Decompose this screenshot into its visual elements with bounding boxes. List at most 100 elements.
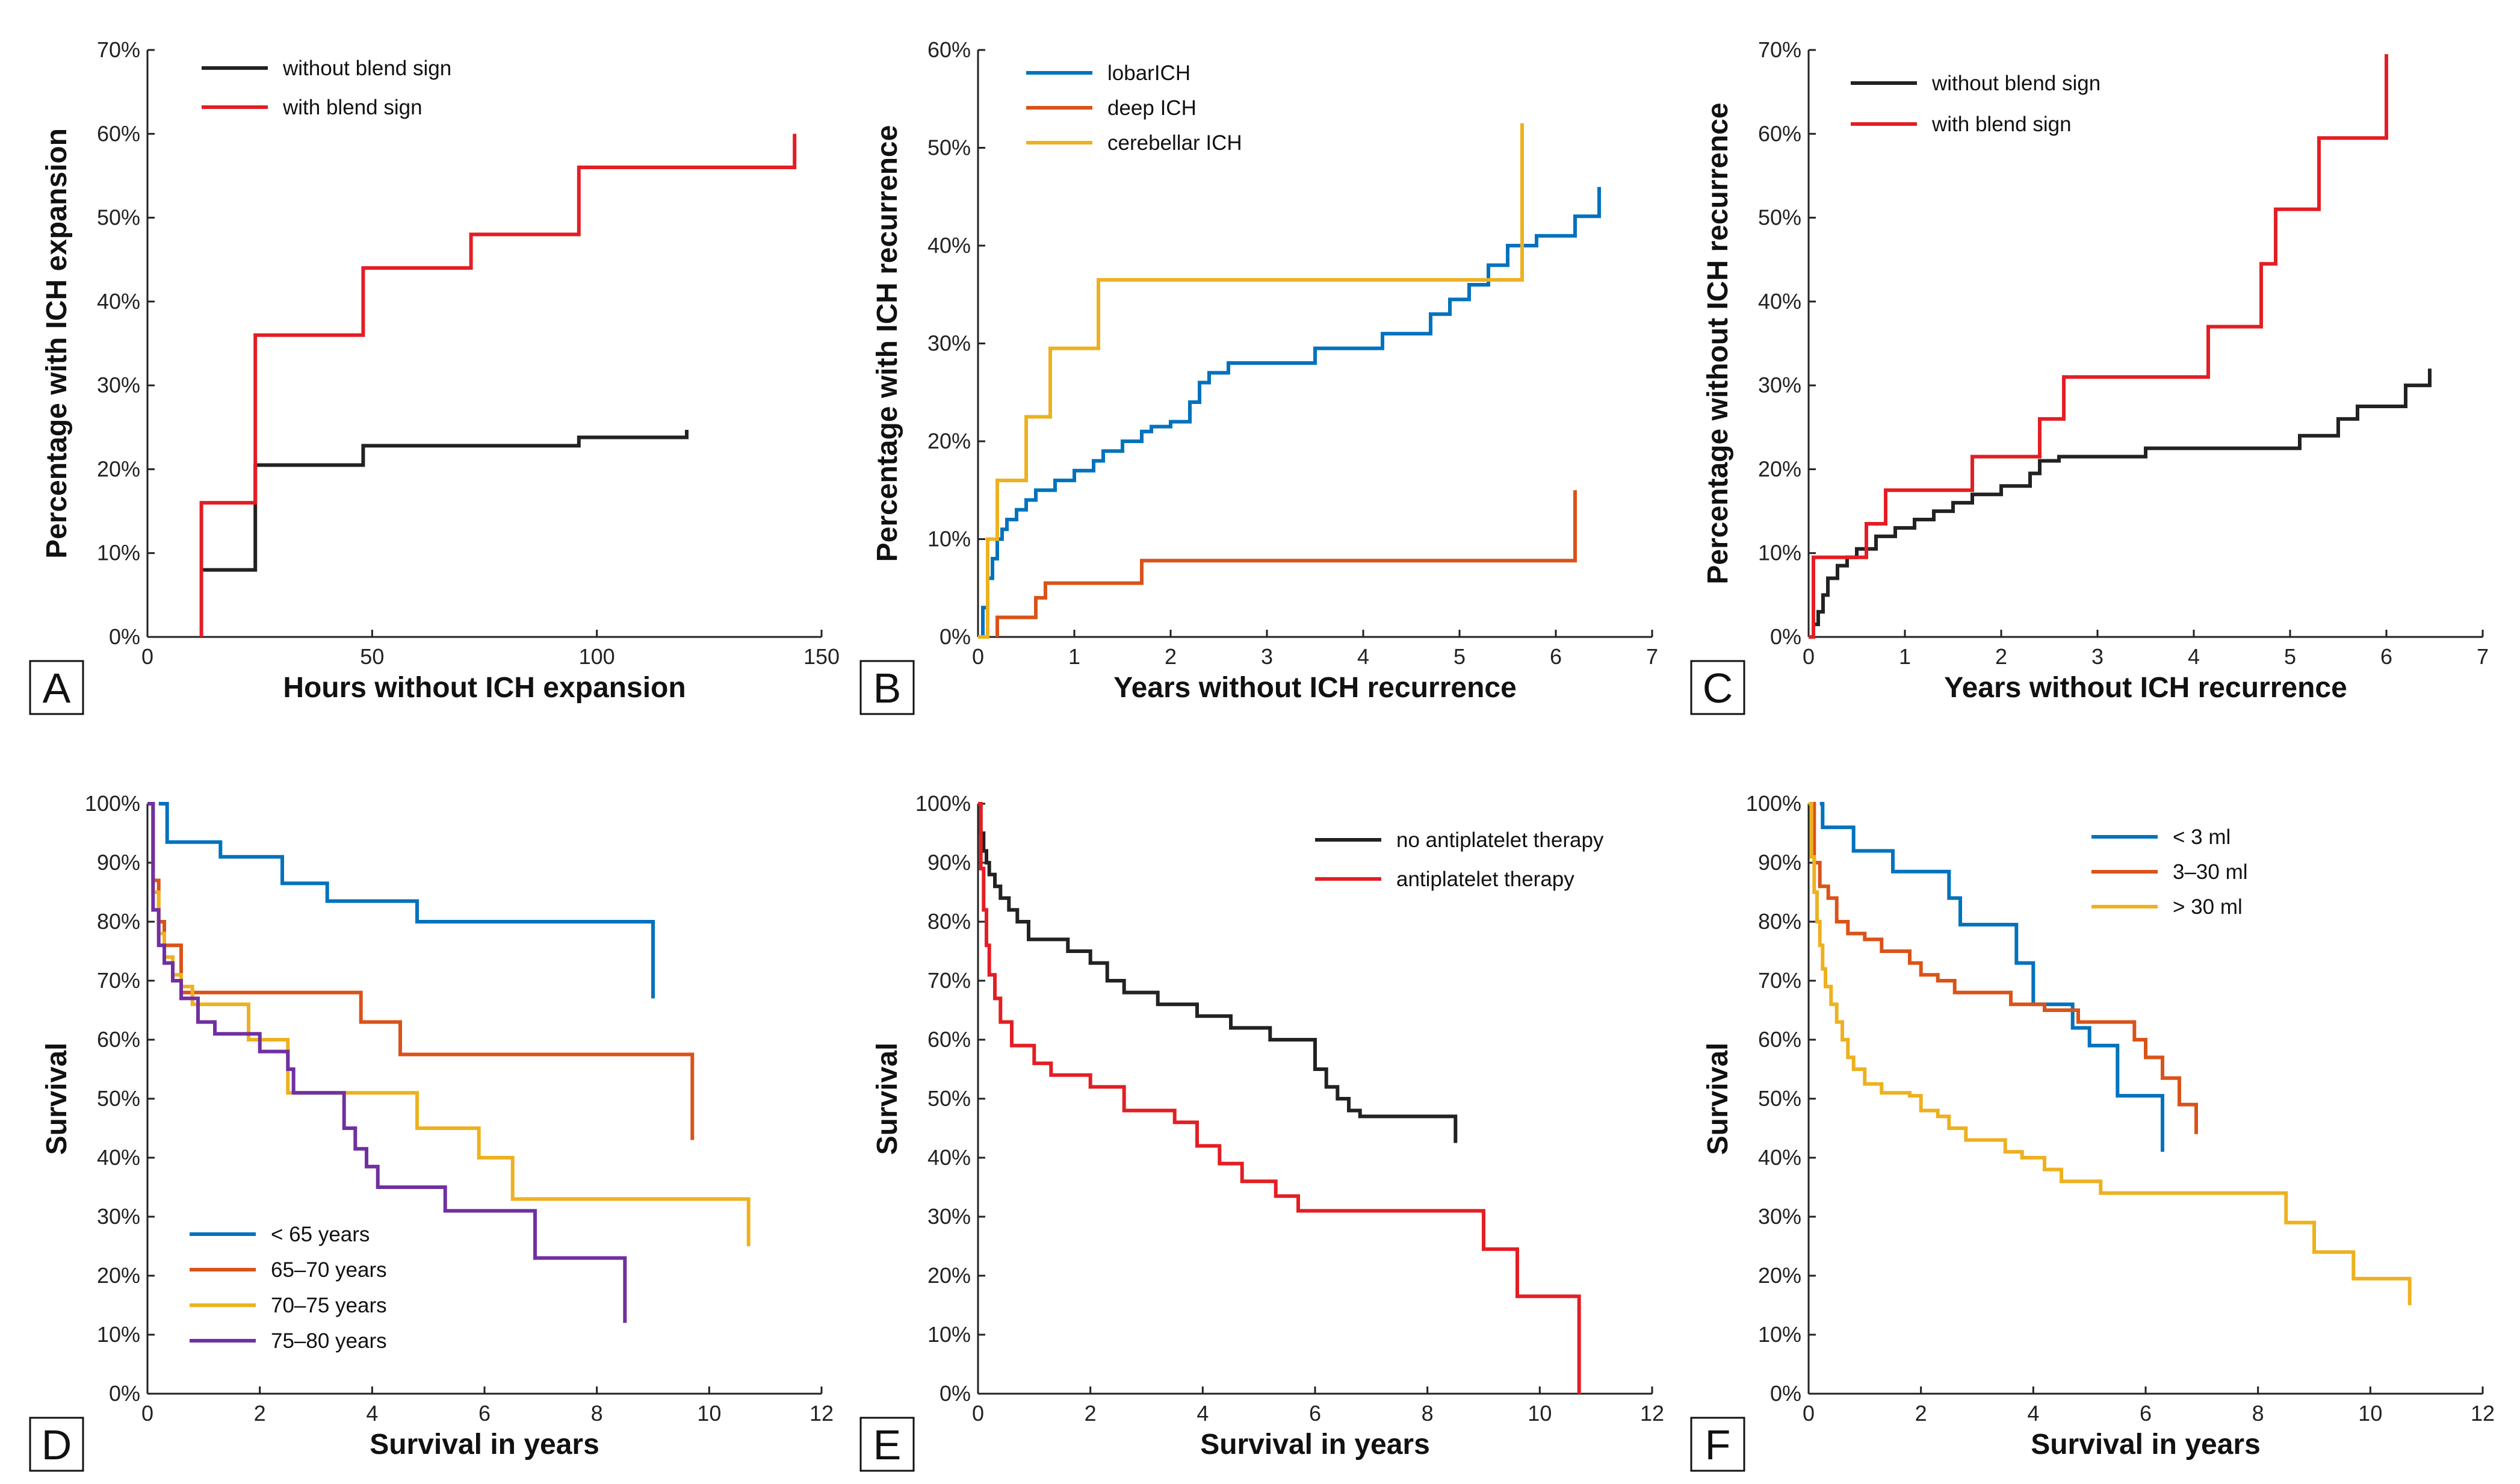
y-tick-label: 10% [927, 527, 971, 551]
x-tick-label: 10 [697, 1401, 721, 1426]
panel-letter-box [859, 660, 915, 715]
y-tick-label: 100% [915, 791, 971, 816]
panel-letter-box [1690, 660, 1745, 715]
y-axis-label: Percentage with ICH expansion [41, 128, 73, 559]
legend-label: no antiplatelet therapy [1396, 828, 1604, 852]
panel-letter: E [873, 1421, 902, 1468]
series-line-cerebellar-ich [978, 123, 1524, 639]
x-tick-label: 4 [366, 1401, 378, 1426]
y-tick-label: 100% [85, 791, 140, 816]
y-tick-label: 60% [97, 1027, 140, 1052]
series-line-without-blend-sign [201, 430, 689, 572]
x-tick-label: 10 [2358, 1401, 2382, 1426]
y-tick-label: 80% [1758, 909, 1801, 934]
x-axis-label: Survival in years [1200, 1429, 1430, 1461]
y-tick-label: 90% [927, 850, 971, 875]
y-tick-label: 70% [97, 37, 140, 62]
y-tick-label: 80% [97, 909, 140, 934]
y-tick-label: 30% [1758, 373, 1801, 397]
y-axis-label: Survival [41, 1043, 73, 1155]
y-tick-label: 20% [1758, 456, 1801, 481]
y-tick-label: 40% [1758, 289, 1801, 314]
panel-letter: F [1705, 1421, 1731, 1468]
y-tick-label: 60% [97, 121, 140, 146]
x-tick-label: 2 [1085, 1401, 1097, 1426]
y-tick-label: 50% [927, 135, 971, 160]
series-line-70-75-years [147, 802, 751, 1246]
y-tick-label: 30% [927, 1204, 971, 1229]
series-line-no-antiplatelet-therapy [978, 802, 1458, 1143]
legend-label: < 3 ml [2173, 825, 2231, 849]
y-tick-label: 10% [1758, 1322, 1801, 1347]
series-line-lobarich [978, 187, 1601, 639]
x-tick-label: 4 [1357, 644, 1369, 669]
y-tick-label: 50% [927, 1086, 971, 1111]
x-tick-label: 7 [1646, 644, 1658, 669]
panel-letter: C [1703, 665, 1733, 712]
x-tick-label: 2 [254, 1401, 266, 1426]
y-tick-label: 70% [97, 968, 140, 993]
y-tick-label: 10% [927, 1322, 971, 1347]
x-tick-label: 3 [1261, 644, 1273, 669]
y-tick-label: 50% [97, 205, 140, 230]
y-tick-label: 20% [97, 456, 140, 481]
x-tick-label: 4 [1197, 1401, 1209, 1426]
x-tick-label: 1 [1068, 644, 1080, 669]
x-tick-label: 0 [1803, 644, 1815, 669]
x-tick-label: 8 [591, 1401, 603, 1426]
panel-d: 0 2 4 6 8 10 12 0% 10% 20% 30% 40% 50% 60% 70% 80% 90% 10… [29, 791, 834, 1472]
x-tick-label: 2 [1165, 644, 1177, 669]
x-axis-label: Survival in years [370, 1429, 599, 1461]
y-tick-label: 60% [1758, 1027, 1801, 1052]
y-axis-label: Survival [871, 1043, 903, 1155]
panel-e: 0 2 4 6 8 10 12 0% 10% 20% 30% 40% 50% 60% 70% 80% 90% 10… [859, 791, 1664, 1472]
x-tick-label: 8 [2252, 1401, 2264, 1426]
y-tick-label: 40% [97, 1145, 140, 1170]
legend-label: 65–70 years [271, 1258, 387, 1282]
x-tick-label: 5 [1453, 644, 1466, 669]
x-tick-label: 0 [1803, 1401, 1815, 1426]
x-tick-label: 6 [2380, 644, 2392, 669]
legend-label: without blend sign [282, 57, 451, 80]
y-tick-label: 50% [1758, 205, 1801, 230]
x-tick-label: 4 [2027, 1401, 2039, 1426]
y-tick-label: 30% [1758, 1204, 1801, 1229]
series-line-with-blend-sign [1809, 54, 2388, 639]
panel-letter: D [42, 1421, 72, 1468]
y-tick-label: 90% [97, 850, 140, 875]
x-axis-label: Years without ICH recurrence [1113, 672, 1517, 704]
y-tick-label: 100% [1746, 791, 1801, 816]
x-tick-label: 12 [810, 1401, 834, 1426]
x-tick-label: 2 [1915, 1401, 1927, 1426]
legend-label: 70–75 years [271, 1294, 387, 1317]
series-line-without-blend-sign [1809, 368, 2432, 639]
x-tick-label: 7 [2477, 644, 2489, 669]
y-tick-label: 50% [97, 1086, 140, 1111]
panel-b: 0 1 2 3 4 5 6 7 0% 10% 20% 30% 40% 50% 60% Years withou… [859, 37, 1658, 715]
x-tick-label: 100 [579, 644, 615, 669]
legend-label: with blend sign [1931, 113, 2072, 136]
panel-letter-box [29, 660, 84, 715]
y-tick-label: 80% [927, 909, 971, 934]
y-tick-label: 30% [97, 373, 140, 397]
y-tick-label: 40% [927, 1145, 971, 1170]
x-tick-label: 12 [2471, 1401, 2495, 1426]
y-axis-label: Percentage without ICH recurrence [1702, 102, 1734, 584]
x-tick-label: 1 [1899, 644, 1911, 669]
y-tick-label: 30% [97, 1204, 140, 1229]
y-tick-label: 40% [927, 233, 971, 258]
legend-label: < 65 years [271, 1223, 370, 1246]
y-axis-label: Percentage with ICH recurrence [871, 125, 903, 562]
x-tick-label: 6 [1309, 1401, 1321, 1426]
series-line-75-80-years [147, 802, 627, 1323]
x-tick-label: 2 [1995, 644, 2007, 669]
legend-label: 3–30 ml [2173, 860, 2248, 884]
x-tick-label: 0 [972, 1401, 984, 1426]
x-tick-label: 6 [2140, 1401, 2152, 1426]
y-tick-label: 60% [1758, 121, 1801, 146]
series-line-3-30-ml [1809, 802, 2198, 1134]
y-tick-label: 20% [97, 1263, 140, 1288]
x-tick-label: 0 [972, 644, 984, 669]
panel-a: 0 50 100 150 0% 10% 20% 30% 40% 50% 60% 70% Hours wi… [29, 37, 840, 715]
